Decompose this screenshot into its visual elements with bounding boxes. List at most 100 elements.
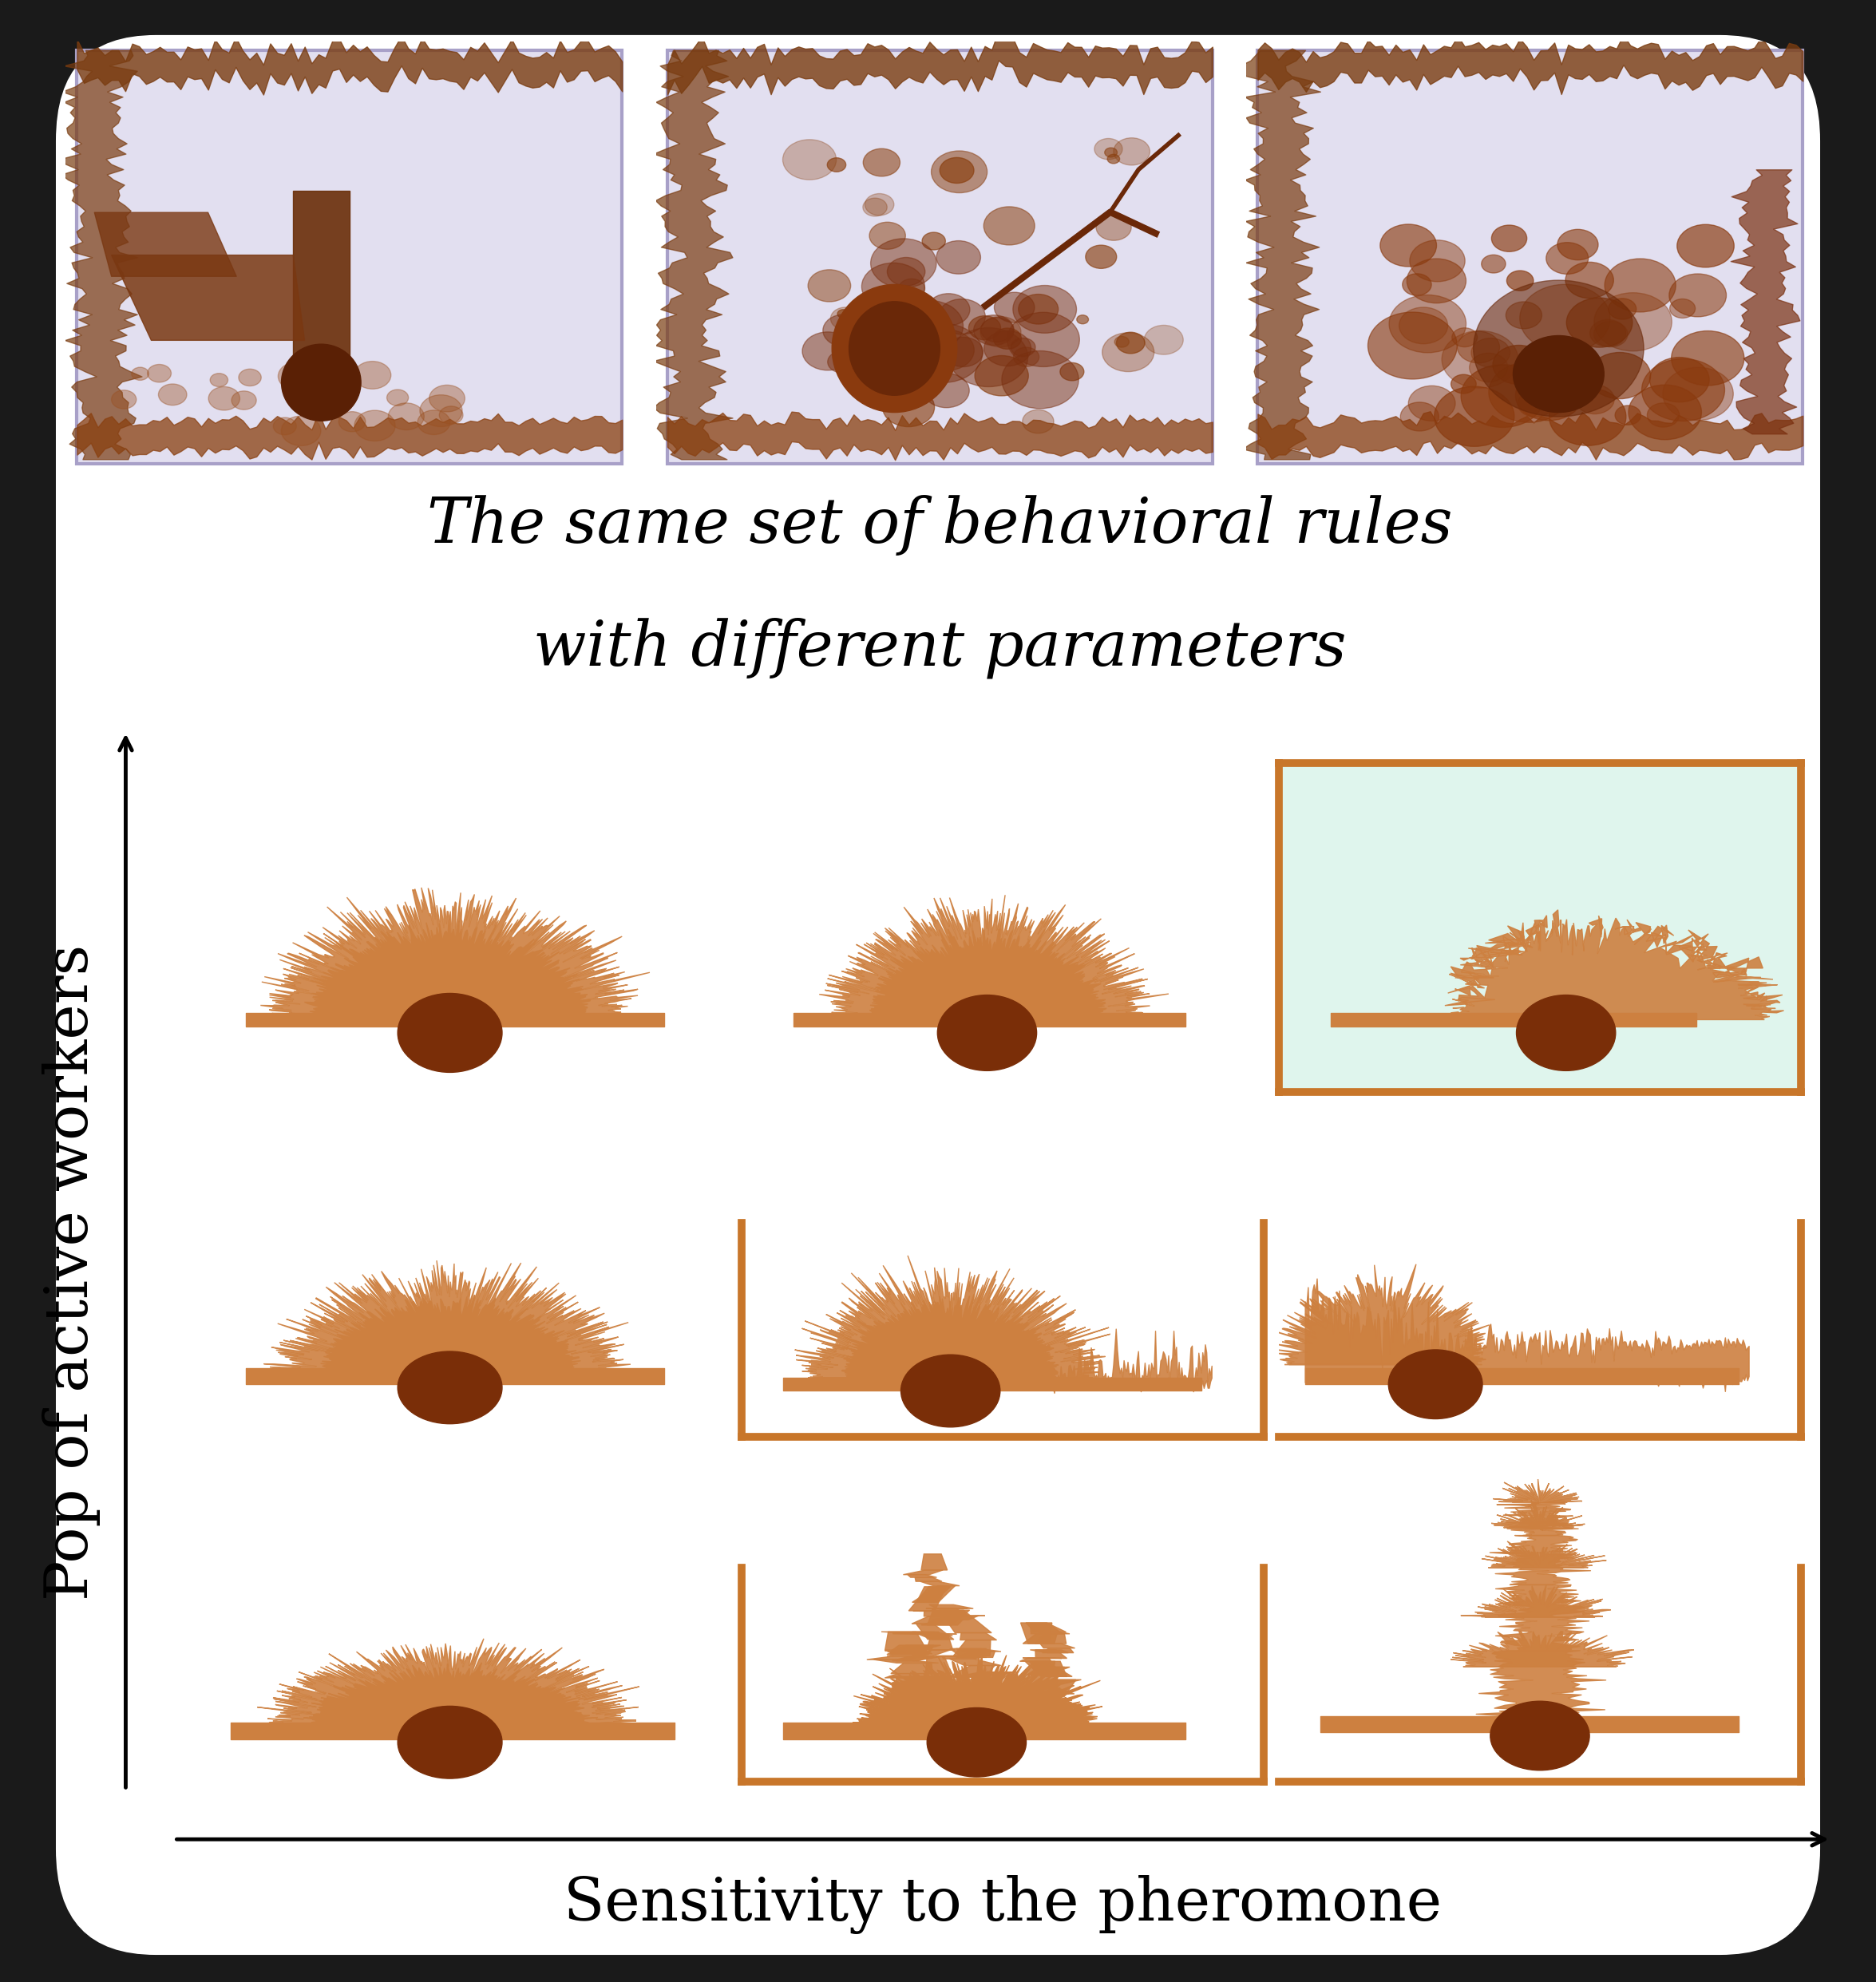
Circle shape (872, 345, 902, 367)
Polygon shape (957, 1649, 1002, 1651)
Ellipse shape (927, 1708, 1026, 1778)
Polygon shape (938, 1683, 964, 1701)
Polygon shape (893, 1707, 940, 1718)
Polygon shape (957, 1651, 994, 1657)
Circle shape (420, 394, 461, 426)
Polygon shape (889, 1683, 930, 1691)
Polygon shape (949, 1685, 1002, 1689)
Polygon shape (953, 1639, 991, 1655)
Circle shape (418, 410, 450, 434)
Polygon shape (900, 1707, 946, 1722)
Polygon shape (914, 1703, 957, 1716)
FancyBboxPatch shape (1257, 50, 1803, 464)
Polygon shape (1034, 1679, 1077, 1697)
Polygon shape (893, 1683, 934, 1691)
Polygon shape (940, 1609, 992, 1633)
Ellipse shape (281, 345, 360, 420)
Polygon shape (908, 1574, 936, 1578)
Circle shape (1546, 242, 1589, 274)
Circle shape (869, 222, 906, 250)
Polygon shape (912, 1631, 949, 1639)
Circle shape (1435, 386, 1514, 446)
Ellipse shape (831, 285, 957, 412)
Circle shape (210, 373, 229, 386)
Polygon shape (887, 1645, 934, 1655)
Polygon shape (1022, 1633, 1056, 1643)
Circle shape (274, 418, 296, 434)
Text: with different parameters: with different parameters (533, 618, 1347, 678)
Circle shape (803, 331, 854, 371)
Polygon shape (1039, 1707, 1071, 1712)
Polygon shape (1030, 1625, 1062, 1633)
Polygon shape (885, 1673, 927, 1679)
Circle shape (882, 365, 925, 396)
Circle shape (983, 206, 1036, 246)
Polygon shape (795, 1255, 1111, 1377)
Polygon shape (1461, 1586, 1611, 1617)
Polygon shape (1009, 1687, 1052, 1693)
Circle shape (1604, 260, 1675, 311)
Polygon shape (968, 1699, 1006, 1712)
Circle shape (1542, 381, 1574, 406)
Polygon shape (915, 1578, 942, 1582)
Circle shape (1506, 301, 1542, 329)
Circle shape (1490, 363, 1568, 422)
Polygon shape (1356, 910, 1784, 1019)
Circle shape (863, 337, 912, 375)
Circle shape (1007, 313, 1079, 367)
Polygon shape (1036, 1701, 1075, 1705)
Polygon shape (925, 1611, 949, 1617)
Circle shape (809, 270, 850, 301)
Polygon shape (932, 1615, 979, 1619)
Polygon shape (897, 1677, 938, 1681)
Circle shape (831, 307, 861, 329)
Polygon shape (1036, 1633, 1066, 1643)
Circle shape (976, 355, 1028, 396)
Circle shape (1565, 262, 1613, 297)
Circle shape (1493, 345, 1546, 385)
Circle shape (1482, 256, 1506, 274)
Circle shape (1060, 363, 1084, 381)
Polygon shape (1006, 1693, 1069, 1695)
Polygon shape (1493, 1479, 1581, 1506)
Polygon shape (915, 1623, 953, 1639)
Circle shape (994, 329, 1021, 349)
Circle shape (1381, 224, 1437, 266)
Polygon shape (893, 1649, 951, 1661)
Circle shape (1096, 214, 1131, 240)
FancyBboxPatch shape (53, 32, 1823, 1958)
Circle shape (1520, 283, 1610, 353)
Circle shape (782, 139, 837, 180)
Circle shape (974, 315, 1015, 345)
Circle shape (865, 299, 917, 339)
Circle shape (355, 410, 396, 442)
Circle shape (827, 159, 846, 172)
Circle shape (1086, 246, 1116, 268)
Circle shape (1595, 293, 1672, 351)
FancyBboxPatch shape (77, 50, 623, 464)
Circle shape (1368, 311, 1458, 379)
Circle shape (1615, 406, 1642, 424)
Polygon shape (970, 1685, 1009, 1691)
Polygon shape (961, 1673, 1011, 1685)
Circle shape (1114, 337, 1129, 347)
Polygon shape (970, 1699, 1013, 1712)
Polygon shape (897, 1679, 944, 1691)
Circle shape (936, 240, 981, 274)
Polygon shape (961, 1633, 996, 1639)
FancyBboxPatch shape (668, 50, 1212, 464)
Circle shape (940, 157, 974, 182)
Polygon shape (1268, 1265, 1490, 1364)
Polygon shape (947, 1665, 994, 1677)
Circle shape (1144, 325, 1184, 355)
Polygon shape (895, 1695, 961, 1699)
Circle shape (837, 309, 848, 317)
Polygon shape (1043, 1705, 1081, 1708)
Polygon shape (1036, 1701, 1067, 1710)
Polygon shape (874, 1659, 938, 1663)
Polygon shape (891, 1645, 940, 1651)
Circle shape (1114, 139, 1150, 165)
Circle shape (938, 299, 985, 335)
Circle shape (895, 301, 962, 351)
Circle shape (1103, 333, 1154, 373)
